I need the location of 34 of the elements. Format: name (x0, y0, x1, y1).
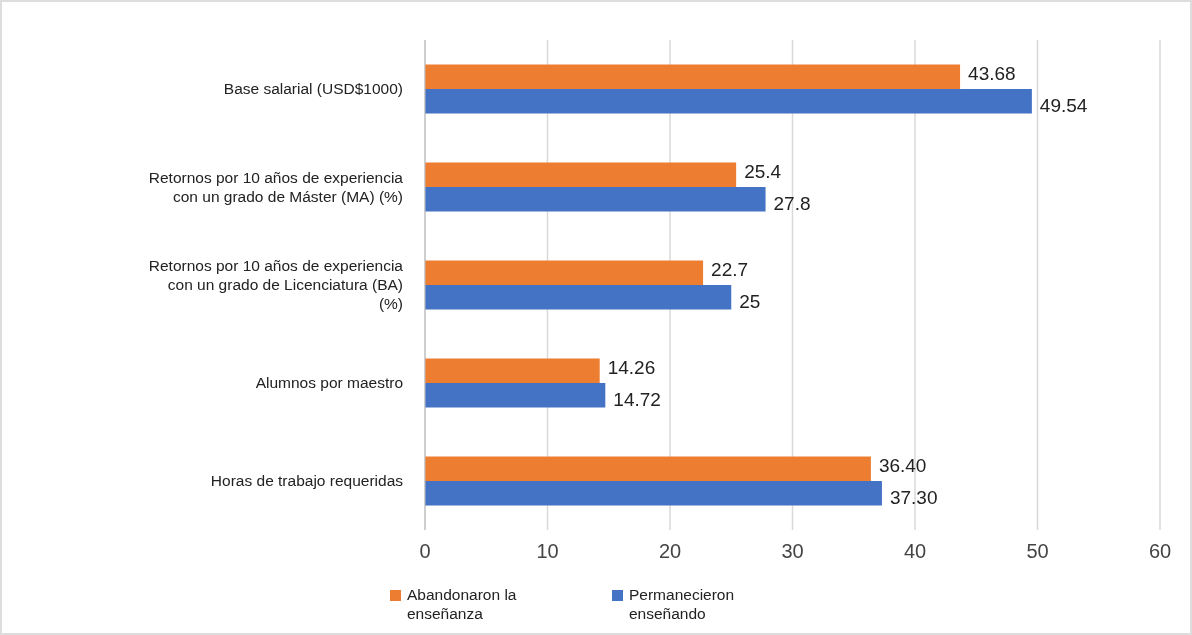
bar (425, 64, 961, 89)
bar (425, 285, 732, 310)
x-tick-label: 50 (1026, 540, 1049, 562)
legend-label: Permanecieron enseñando (629, 586, 735, 623)
x-tick-label: 60 (1148, 540, 1172, 562)
bar (425, 89, 1032, 114)
x-tick-label: 0 (419, 540, 431, 562)
data-label: 43.68 (968, 63, 1016, 85)
bar (425, 456, 871, 481)
data-label: 25 (739, 290, 761, 312)
y-tick-label: Horas de trabajo requeridas (210, 472, 404, 490)
x-tick-label: 40 (903, 540, 927, 562)
y-tick-label: Alumnos por maestro (255, 374, 403, 392)
data-label: 25.4 (744, 161, 782, 183)
x-tick-label: 10 (536, 540, 559, 562)
x-tick-label: 20 (658, 540, 682, 562)
bar (425, 358, 600, 383)
y-tick-label: Retornos por 10 años de experiencia con un grado de Licenciatura (BA) (%) (148, 257, 404, 313)
y-tick-label: Retornos por 10 años de experiencia con un grado de Máster (MA) (%) (148, 168, 404, 205)
y-tick-label: Base salarial (USD$1000) (223, 80, 403, 98)
data-label: 37.30 (889, 486, 938, 508)
data-label: 14.26 (607, 357, 656, 379)
data-label: 36.40 (878, 455, 927, 477)
bar (425, 187, 766, 212)
data-label: 14.72 (613, 388, 661, 410)
bar (425, 383, 606, 408)
data-label: 22.7 (711, 259, 749, 281)
bar (425, 481, 882, 506)
bar (425, 260, 704, 285)
data-label: 27.8 (773, 192, 811, 214)
bar (425, 162, 737, 187)
legend-label: Abandonaron la enseñanza (407, 586, 517, 623)
data-label: 49.54 (1039, 94, 1088, 116)
x-tick-label: 30 (781, 540, 804, 562)
